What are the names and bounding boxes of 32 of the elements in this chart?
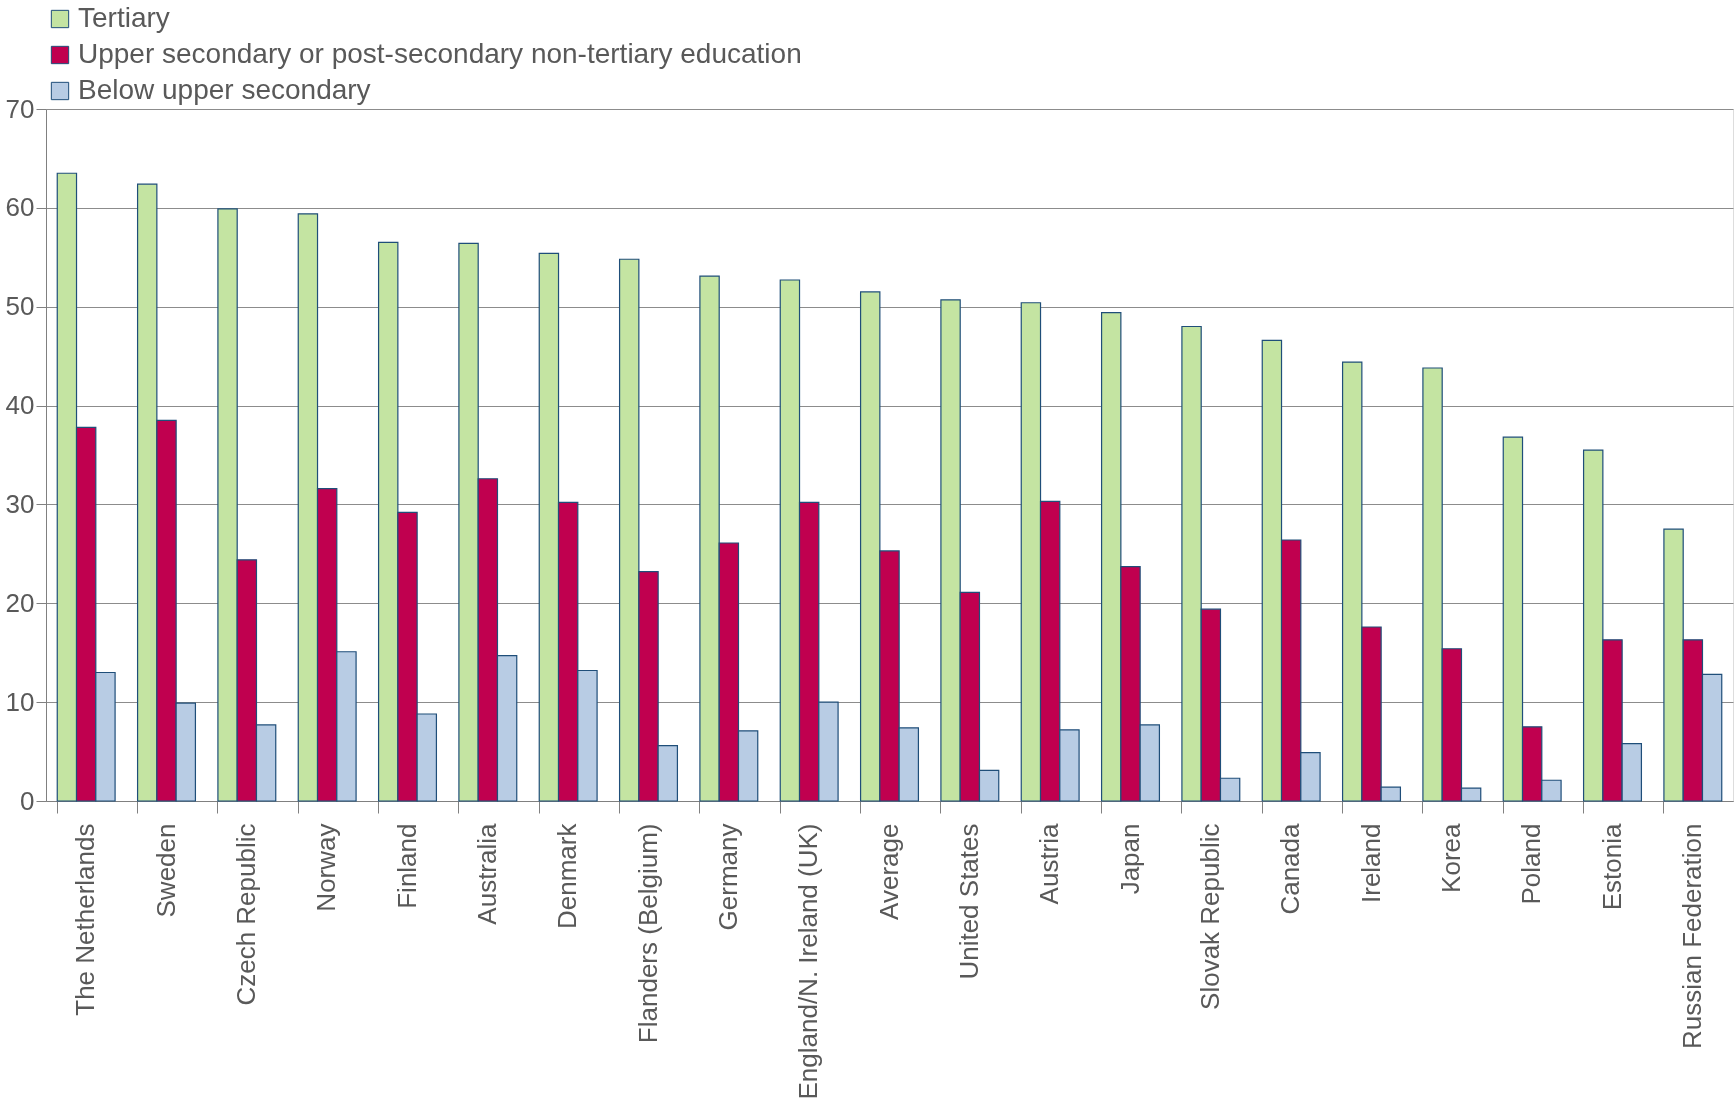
x-tick-label: Estonia	[1596, 822, 1627, 911]
x-tick-label: Average	[873, 823, 904, 920]
y-tick-label: 20	[5, 587, 35, 618]
x-tick-label: United States	[953, 823, 984, 980]
x-tick-label: Slovak Republic	[1194, 823, 1225, 1010]
x-tick-label: Ireland	[1355, 823, 1386, 903]
x-tick-label: Canada	[1275, 822, 1306, 915]
x-tick-label: Australia	[471, 822, 502, 925]
x-tick-label: Denmark	[552, 822, 583, 929]
legend-label: Upper secondary or post-secondary non-tertiary education	[78, 38, 802, 69]
y-tick-label: 10	[5, 686, 35, 717]
x-tick-label: Austria	[1034, 822, 1065, 905]
x-tick-label: Japan	[1114, 823, 1145, 895]
x-tick-label: England/N. Ireland (UK)	[793, 823, 824, 1100]
x-tick-label: Czech Republic	[230, 823, 261, 1006]
y-tick-label: 30	[5, 488, 35, 519]
x-tick-label: Finland	[391, 823, 422, 909]
legend-label: Tertiary	[78, 2, 170, 33]
x-tick-label: Korea	[1435, 822, 1466, 893]
x-tick-label: Sweden	[150, 823, 181, 918]
x-tick-label: Flanders (Belgium)	[632, 823, 663, 1044]
x-tick-label: The Netherlands	[70, 823, 101, 1016]
y-tick-label: 40	[5, 390, 35, 421]
y-tick-label: 50	[5, 291, 35, 322]
y-tick-label: 70	[5, 93, 35, 124]
x-tick-label: Poland	[1516, 823, 1547, 905]
legend-label: Below upper secondary	[78, 74, 371, 105]
x-tick-label: Germany	[712, 823, 743, 931]
x-tick-label: Norway	[311, 823, 342, 912]
y-tick-label: 60	[5, 192, 35, 223]
x-tick-label: Russian Federation	[1676, 823, 1707, 1049]
y-tick-label: 0	[20, 785, 35, 816]
